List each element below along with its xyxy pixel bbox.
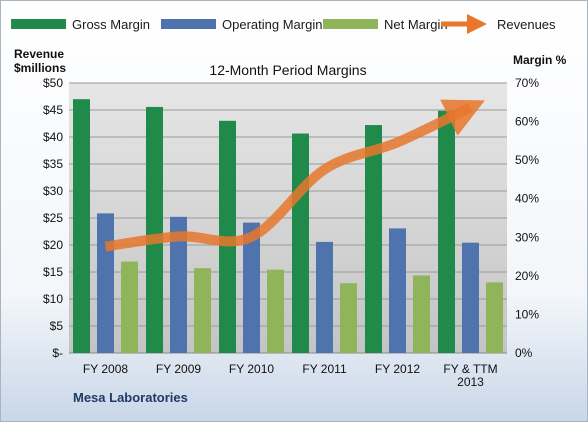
left-tick-label: $45	[43, 103, 63, 117]
category-label: FY 2009	[156, 362, 201, 376]
left-axis-ticks: $- $5 $10 $15 $20 $25 $30 $35 $40 $45 $50	[43, 76, 63, 360]
right-axis-ticks: 0% 10% 20% 30% 40% 50% 60% 70%	[515, 76, 539, 360]
left-tick-label: $25	[43, 211, 63, 225]
category-label: FY 2008	[83, 362, 128, 376]
right-tick-label: 50%	[515, 153, 539, 167]
net-margin-bar	[121, 261, 138, 353]
left-axis-title-line1: Revenue	[14, 47, 64, 61]
revenues-line	[104, 99, 485, 252]
right-tick-label: 0%	[515, 346, 533, 360]
revenues-legend-label: Revenues	[497, 17, 556, 32]
left-tick-label: $50	[43, 76, 63, 90]
category-label: FY 2010	[229, 362, 274, 376]
gross-margin-bar	[73, 99, 90, 353]
left-tick-label: $10	[43, 292, 63, 306]
category-label: FY & TTM	[443, 362, 497, 376]
gross-margin-bar	[438, 110, 455, 354]
net-margin-bar	[340, 283, 357, 353]
net-margin-bar	[267, 269, 284, 353]
left-tick-label: $30	[43, 184, 63, 198]
right-tick-label: 70%	[515, 76, 539, 90]
right-tick-label: 20%	[515, 269, 539, 283]
right-axis-title: Margin %	[513, 53, 567, 67]
net-margin-legend-label: Net Margin	[384, 17, 448, 32]
category-label: FY 2012	[375, 362, 420, 376]
right-tick-label: 60%	[515, 115, 539, 129]
operating-margin-legend-label: Operating Margin	[222, 17, 322, 32]
operating-margin-bar	[389, 228, 406, 353]
left-tick-label: $5	[50, 319, 64, 333]
operating-margin-legend-swatch	[161, 19, 216, 29]
gross-margin-bar	[365, 125, 382, 354]
operating-margin-bar	[462, 242, 479, 353]
net-margin-legend-swatch	[323, 19, 378, 29]
gross-margin-legend-label: Gross Margin	[72, 17, 150, 32]
operating-margin-bar	[170, 216, 187, 353]
right-tick-label: 40%	[515, 192, 539, 206]
category-label: 2013	[457, 375, 484, 389]
right-tick-label: 10%	[515, 307, 539, 321]
net-margin-bar	[194, 268, 211, 353]
category-label: FY 2011	[302, 362, 347, 376]
company-name: Mesa Laboratories	[73, 390, 188, 405]
operating-margin-bar	[243, 222, 260, 353]
left-tick-label: $20	[43, 238, 63, 252]
left-tick-label: $35	[43, 157, 63, 171]
gross-margin-legend-swatch	[11, 19, 66, 29]
chart-title: 12-Month Period Margins	[209, 62, 366, 78]
revenue-line	[104, 99, 485, 252]
operating-margin-bar	[316, 241, 333, 353]
gross-margin-bar	[292, 133, 309, 353]
category-labels: FY 2008 FY 2009 FY 2010 FY 2011 FY 2012 FY & …	[83, 362, 498, 389]
net-margin-bar	[413, 275, 430, 353]
bars	[73, 99, 503, 354]
operating-margin-bar	[97, 213, 114, 353]
left-axis-title-line2: $millions	[14, 61, 66, 75]
left-tick-label: $15	[43, 265, 63, 279]
gross-margin-bar	[146, 106, 163, 354]
legend: Gross Margin Operating Margin Net Margin Re…	[11, 14, 556, 34]
left-tick-label: $-	[52, 346, 63, 360]
gridlines	[69, 82, 507, 354]
right-tick-label: 30%	[515, 230, 539, 244]
left-tick-label: $40	[43, 130, 63, 144]
net-margin-bar	[486, 282, 503, 353]
